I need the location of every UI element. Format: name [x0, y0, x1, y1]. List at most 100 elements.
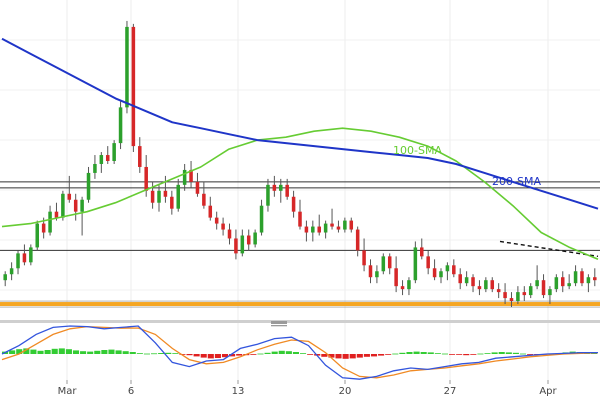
candle-body [150, 190, 155, 203]
candle-body [484, 280, 488, 290]
candle [496, 283, 501, 299]
candle [234, 229, 238, 260]
panel-divider[interactable] [0, 320, 600, 327]
candle [471, 274, 475, 293]
candle [387, 253, 392, 275]
candle-body [522, 292, 527, 296]
resistance-lines [0, 181, 600, 251]
macd-histogram-bar [158, 353, 165, 354]
macd-histogram-bar [477, 353, 484, 355]
macd-histogram-bar [321, 354, 328, 357]
candle [458, 268, 462, 290]
candle [560, 271, 565, 293]
candle [214, 211, 219, 230]
macd-histogram-bar [363, 354, 370, 357]
macd-histogram-bar [80, 351, 87, 354]
candle-body [375, 271, 379, 278]
macd-histogram-bar [44, 350, 51, 354]
macd-histogram-bar [328, 354, 335, 358]
candle [368, 259, 373, 284]
candle-body [9, 268, 14, 275]
candle [413, 241, 418, 284]
macd-histogram-bar [378, 354, 385, 356]
candle [330, 208, 334, 230]
macd-histogram-bar [200, 354, 207, 358]
candle-body [73, 199, 78, 212]
macd-histogram-bar [207, 354, 214, 359]
candle-body [541, 280, 546, 296]
macd-histogram-bar [356, 354, 363, 358]
macd-histogram-bar [30, 349, 37, 354]
macd-histogram-bar [463, 354, 470, 356]
resize-handle[interactable] [271, 321, 287, 324]
candle [227, 223, 232, 245]
macd-histogram-bar [307, 354, 314, 355]
candle-body [118, 107, 123, 144]
candle-body [400, 286, 405, 290]
candle-body [464, 277, 469, 284]
candle-body [16, 253, 20, 269]
macd-histogram-bar [484, 353, 491, 354]
macd-histogram-bar [236, 354, 243, 356]
support-band-fill [0, 302, 600, 307]
macd-histogram-bar [221, 354, 229, 358]
macd-histogram-bar [271, 351, 278, 354]
candle [484, 277, 488, 293]
sma200-line [1, 37, 599, 210]
candle-body [516, 292, 520, 302]
candle-body [227, 229, 232, 239]
candle-body [445, 265, 450, 272]
macd-histogram-bar [16, 349, 23, 354]
candle-body [317, 226, 321, 233]
support-band [0, 300, 600, 308]
x-tick-label: 13 [232, 386, 245, 397]
candle-body [349, 220, 354, 230]
candle-body [131, 26, 136, 147]
candle-body [189, 169, 193, 182]
sma-labels: 100-SMA 200-SMA [393, 144, 541, 188]
candle-body [311, 226, 315, 233]
candle-body [86, 172, 91, 200]
candle [240, 229, 245, 257]
candle-body [125, 26, 129, 108]
candle [317, 214, 321, 236]
candle [311, 220, 315, 242]
candle [253, 229, 257, 248]
candle-body [593, 277, 597, 281]
macd-histogram-bar [101, 350, 108, 354]
macd-histogram-bar [87, 351, 94, 354]
candle [452, 259, 456, 278]
macd-histogram-bar [498, 352, 505, 354]
candle [381, 253, 386, 275]
candle [580, 268, 584, 287]
macd-histogram-bar [51, 348, 58, 354]
candle [355, 226, 360, 257]
candle-body [535, 280, 539, 287]
candle-body [202, 193, 206, 206]
candle [35, 220, 40, 251]
candle [266, 178, 270, 212]
candle-body [573, 271, 578, 284]
candle [67, 175, 72, 203]
candle-body [567, 283, 571, 287]
candle [131, 23, 136, 153]
macd-histogram-bar [72, 350, 80, 354]
candle-body [323, 223, 328, 233]
candle-body [279, 184, 283, 191]
candle-body [221, 223, 225, 230]
candle [503, 283, 507, 305]
candle [426, 250, 430, 275]
candle-body [439, 271, 443, 278]
candle [138, 137, 142, 173]
candle-body [48, 211, 52, 233]
candle-body [407, 280, 411, 290]
candle [22, 244, 27, 266]
candle-body [413, 247, 418, 281]
candle-body [343, 220, 347, 230]
candle [285, 178, 289, 200]
candle-body [362, 250, 366, 266]
candle-body [157, 190, 161, 203]
macd-histogram-bar [385, 354, 392, 355]
candle-body [41, 223, 46, 233]
macd-histogram-bar [342, 354, 349, 359]
